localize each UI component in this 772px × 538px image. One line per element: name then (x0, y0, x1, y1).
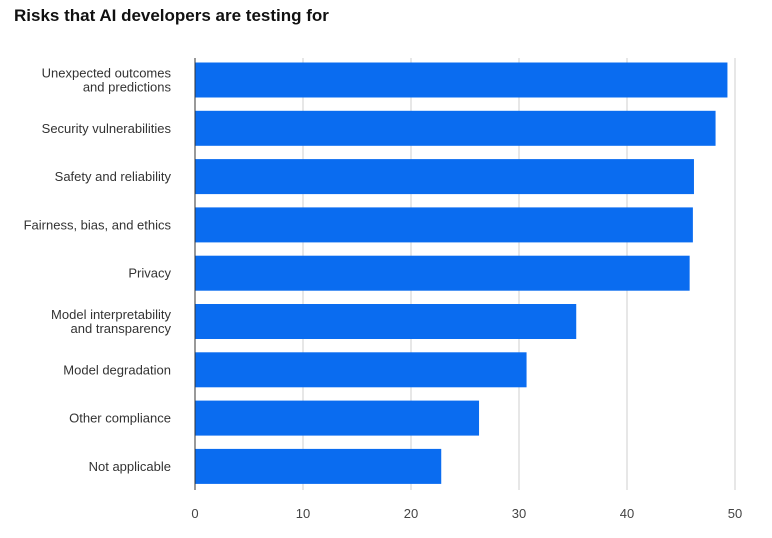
x-tick-label-30: 30 (512, 506, 526, 521)
x-tick-label-20: 20 (404, 506, 418, 521)
x-tick-label-10: 10 (296, 506, 310, 521)
x-tick-label-50: 50 (728, 506, 742, 521)
x-axis-ticks: 0 10 20 30 40 50 (191, 506, 742, 521)
bar-1 (195, 110, 716, 146)
category-label-8: Not applicable (89, 459, 171, 474)
y-axis-labels: Unexpected outcomes and predictions Securi… (24, 66, 172, 474)
category-label-0: Unexpected outcomes and predictions (42, 66, 172, 95)
x-tick-label-40: 40 (620, 506, 634, 521)
bar-7 (195, 400, 480, 436)
bar-6 (195, 352, 527, 388)
category-label-line: and predictions (83, 80, 172, 95)
category-label-line: Safety and reliability (55, 169, 172, 184)
category-label-line: Fairness, bias, and ethics (24, 217, 172, 232)
category-label-line: Other compliance (69, 411, 171, 426)
bars (195, 62, 728, 484)
bar-8 (195, 448, 442, 484)
bar-5 (195, 304, 577, 339)
chart-title: Risks that AI developers are testing for (14, 6, 329, 25)
category-label-2: Safety and reliability (55, 169, 172, 184)
category-label-5: Model interpretability and transparency (51, 307, 171, 336)
category-label-line: Not applicable (89, 459, 171, 474)
bar-3 (195, 207, 693, 243)
category-label-line: Unexpected outcomes (42, 66, 172, 81)
category-label-6: Model degradation (63, 362, 171, 377)
category-label-3: Fairness, bias, and ethics (24, 217, 172, 232)
category-label-4: Privacy (128, 266, 171, 281)
category-label-line: Privacy (128, 266, 171, 281)
category-label-line: Security vulnerabilities (42, 121, 172, 136)
bar-2 (195, 159, 694, 195)
category-label-7: Other compliance (69, 411, 171, 426)
bar-4 (195, 255, 690, 291)
category-label-1: Security vulnerabilities (42, 121, 172, 136)
category-label-line: Model interpretability (51, 307, 171, 322)
category-label-line: and transparency (71, 321, 172, 336)
category-label-line: Model degradation (63, 362, 171, 377)
x-tick-label-0: 0 (191, 506, 198, 521)
bar-0 (195, 62, 728, 98)
